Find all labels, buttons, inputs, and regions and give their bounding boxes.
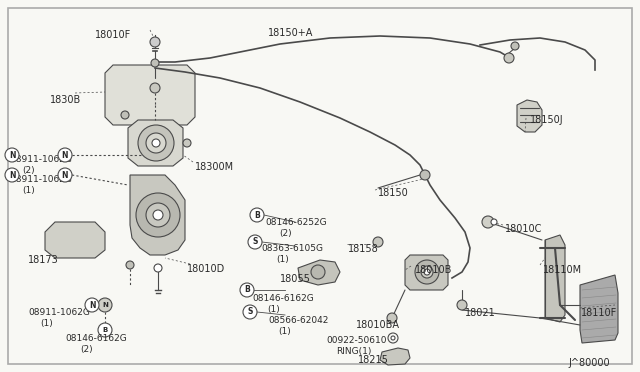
Text: 08146-6162G: 08146-6162G [65,334,127,343]
Circle shape [153,210,163,220]
Text: RING(1): RING(1) [336,347,371,356]
Text: 1830B: 1830B [50,95,81,105]
Text: 18110F: 18110F [581,308,617,318]
Text: 08911-1062G: 08911-1062G [28,308,90,317]
Circle shape [98,298,112,312]
Text: (1): (1) [276,255,289,264]
Circle shape [248,235,262,249]
Text: S: S [252,237,258,247]
Text: 08146-6252G: 08146-6252G [265,218,326,227]
Circle shape [415,260,439,284]
Circle shape [152,139,160,147]
Text: 18150J: 18150J [530,115,564,125]
Circle shape [373,237,383,247]
Text: 18010C: 18010C [505,224,542,234]
Text: 18158: 18158 [348,244,379,254]
Text: N: N [9,151,15,160]
Text: 18010D: 18010D [187,264,225,274]
Circle shape [424,269,430,275]
Text: N: N [61,170,68,180]
Circle shape [154,264,162,272]
Circle shape [151,59,159,67]
Circle shape [150,37,160,47]
Circle shape [146,203,170,227]
Text: 18215: 18215 [358,355,389,365]
Circle shape [311,265,325,279]
Circle shape [421,266,433,278]
Circle shape [5,148,19,162]
Text: B: B [254,211,260,219]
Circle shape [504,53,514,63]
Circle shape [58,168,72,182]
Text: (1): (1) [22,186,35,195]
Text: 18300M: 18300M [195,162,234,172]
Circle shape [85,298,99,312]
Text: N: N [89,301,95,310]
Polygon shape [380,348,410,365]
Circle shape [183,139,191,147]
Text: (1): (1) [40,319,52,328]
Circle shape [146,133,166,153]
Text: B: B [244,285,250,295]
Text: 18173: 18173 [28,255,59,265]
Circle shape [457,300,467,310]
Text: N: N [9,170,15,180]
Circle shape [391,336,395,340]
Polygon shape [105,65,195,125]
Circle shape [420,170,430,180]
Text: J^80000: J^80000 [568,358,610,368]
Text: 18110M: 18110M [543,265,582,275]
Text: N: N [102,302,108,308]
Polygon shape [298,260,340,285]
Polygon shape [128,120,183,166]
Circle shape [121,111,129,119]
Polygon shape [45,222,105,258]
Text: 18010B: 18010B [415,265,452,275]
Text: 18010BA: 18010BA [356,320,400,330]
Circle shape [387,313,397,323]
Text: B: B [102,327,108,333]
Text: (2): (2) [279,229,292,238]
Text: 08566-62042: 08566-62042 [268,316,328,325]
Text: (1): (1) [278,327,291,336]
Circle shape [98,323,112,337]
Text: 08363-6105G: 08363-6105G [261,244,323,253]
Text: 18010F: 18010F [95,30,131,40]
Text: N: N [61,151,68,160]
Text: 08911-1062G: 08911-1062G [10,175,72,184]
Circle shape [150,83,160,93]
Text: (2): (2) [22,166,35,175]
Text: (2): (2) [80,345,93,354]
Text: 08911-1062G: 08911-1062G [10,155,72,164]
Circle shape [491,219,497,225]
Circle shape [482,216,494,228]
Circle shape [240,283,254,297]
Circle shape [136,193,180,237]
Circle shape [243,305,257,319]
Circle shape [511,42,519,50]
Text: 18150: 18150 [378,188,409,198]
Text: 18021: 18021 [465,308,496,318]
Text: (1): (1) [267,305,280,314]
Circle shape [138,125,174,161]
Circle shape [250,208,264,222]
Text: 00922-50610: 00922-50610 [326,336,387,345]
Text: 08146-6162G: 08146-6162G [252,294,314,303]
Circle shape [58,148,72,162]
Polygon shape [405,255,448,290]
Text: 18150+A: 18150+A [268,28,314,38]
Circle shape [5,168,19,182]
Text: S: S [247,308,253,317]
Polygon shape [545,235,565,322]
Circle shape [126,261,134,269]
Polygon shape [580,275,618,343]
Text: 18055: 18055 [280,274,311,284]
Polygon shape [130,175,185,255]
Polygon shape [517,100,542,132]
